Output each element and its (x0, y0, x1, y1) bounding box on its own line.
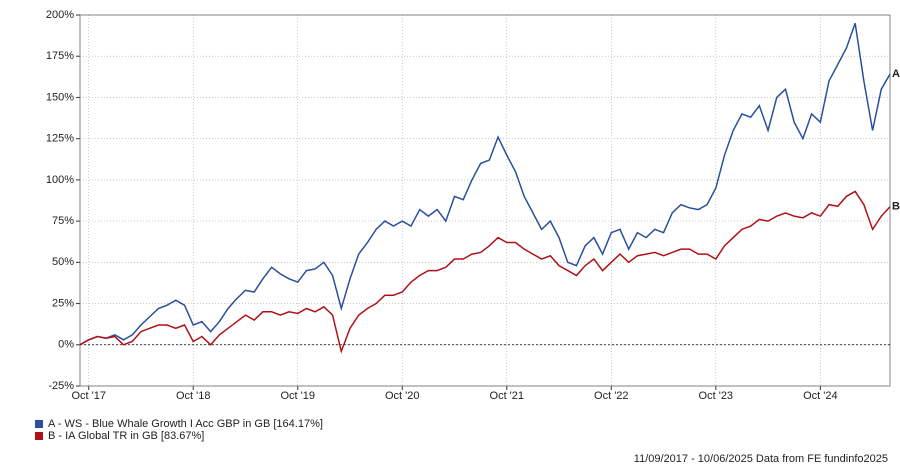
end-label: A (892, 68, 900, 80)
y-tick-label: 150% (46, 91, 74, 103)
y-tick-label: -25% (48, 380, 74, 392)
y-tick-label: 75% (52, 215, 74, 227)
x-tick-label: Oct '24 (803, 390, 838, 402)
x-tick-label: Oct '17 (71, 390, 106, 402)
y-tick-label: 125% (46, 133, 74, 145)
footer: 11/09/2017 - 10/06/2025 Data from FE fun… (634, 453, 888, 465)
legend-label: A - WS - Blue Whale Growth I Acc GBP in … (48, 418, 323, 430)
y-tick-label: 200% (46, 9, 74, 21)
legend-swatch (35, 420, 43, 428)
legend-swatch (35, 432, 43, 440)
x-tick-label: Oct '22 (594, 390, 629, 402)
x-tick-label: Oct '18 (176, 390, 211, 402)
legend-label: B - IA Global TR in GB [83.67%] (48, 430, 204, 442)
y-tick-label: 0% (58, 339, 74, 351)
y-tick-label: 50% (52, 256, 74, 268)
y-tick-label: 175% (46, 50, 74, 62)
series-line (79, 190, 891, 354)
y-tick-label: 25% (52, 297, 74, 309)
end-label: B (892, 201, 900, 213)
x-tick-label: Oct '19 (280, 390, 315, 402)
x-tick-label: Oct '20 (385, 390, 420, 402)
plot-frame (79, 14, 891, 387)
y-tick-label: 100% (46, 174, 74, 186)
x-tick-label: Oct '21 (490, 390, 525, 402)
x-tick-label: Oct '23 (699, 390, 734, 402)
series-line (79, 22, 891, 346)
